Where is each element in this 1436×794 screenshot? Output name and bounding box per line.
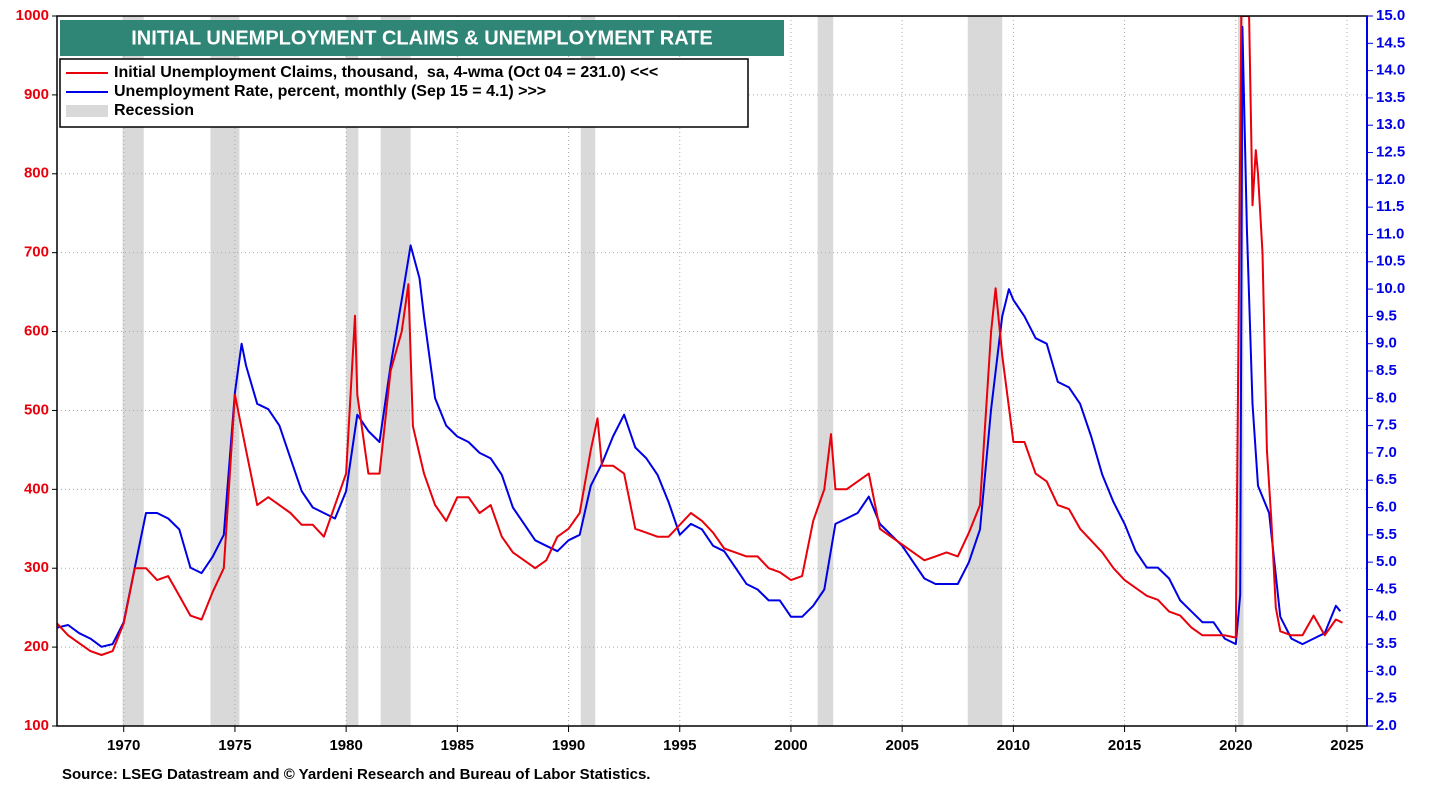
y2-tick-label: 11.5 bbox=[1376, 198, 1404, 215]
y-tick-label: 900 bbox=[24, 86, 49, 103]
y2-tick-label: 2.0 bbox=[1376, 717, 1397, 734]
y-tick-label: 800 bbox=[24, 165, 49, 182]
y2-tick-label: 5.5 bbox=[1376, 526, 1397, 543]
legend-swatch bbox=[66, 105, 108, 117]
recession-band bbox=[380, 16, 411, 726]
x-tick-label: 2005 bbox=[885, 737, 918, 754]
y2-tick-label: 4.5 bbox=[1376, 580, 1397, 597]
series-line bbox=[57, 25, 1342, 648]
y2-tick-label: 9.5 bbox=[1376, 307, 1397, 324]
x-tick-label: 2015 bbox=[1108, 737, 1141, 754]
x-tick-label: 1990 bbox=[552, 737, 585, 754]
x-tick-label: 1985 bbox=[441, 737, 474, 754]
x-tick-label: 1980 bbox=[329, 737, 362, 754]
y-tick-label: 400 bbox=[24, 480, 49, 497]
y2-tick-label: 13.5 bbox=[1376, 89, 1405, 106]
title-box bbox=[60, 20, 784, 56]
y2-tick-label: 15.0 bbox=[1376, 7, 1405, 24]
legend-label: Recession bbox=[114, 102, 194, 119]
legend-label: Unemployment Rate, percent, monthly (Sep… bbox=[114, 83, 546, 100]
y2-tick-label: 10.5 bbox=[1376, 253, 1405, 270]
y2-tick-label: 9.0 bbox=[1376, 335, 1397, 352]
recession-band bbox=[580, 16, 596, 726]
chart-title: INITIAL UNEMPLOYMENT CLAIMS & UNEMPLOYME… bbox=[131, 27, 712, 49]
y2-tick-label: 6.0 bbox=[1376, 499, 1397, 516]
y2-tick-label: 14.0 bbox=[1376, 62, 1405, 79]
recession-band bbox=[967, 16, 1003, 726]
x-tick-label: 1970 bbox=[107, 737, 140, 754]
y2-tick-label: 7.0 bbox=[1376, 444, 1397, 461]
y2-tick-label: 8.0 bbox=[1376, 389, 1397, 406]
source-note: Source: LSEG Datastream and © Yardeni Re… bbox=[62, 766, 650, 783]
y2-tick-label: 5.0 bbox=[1376, 553, 1397, 570]
x-tick-label: 2020 bbox=[1219, 737, 1252, 754]
y2-tick-label: 12.5 bbox=[1376, 144, 1405, 161]
y2-tick-label: 6.5 bbox=[1376, 471, 1397, 488]
y-tick-label: 700 bbox=[24, 244, 49, 261]
y2-tick-label: 13.0 bbox=[1376, 116, 1405, 133]
y-tick-label: 1000 bbox=[16, 7, 49, 24]
x-tick-label: 2010 bbox=[997, 737, 1030, 754]
y2-tick-label: 12.0 bbox=[1376, 171, 1405, 188]
x-tick-label: 1975 bbox=[218, 737, 251, 754]
y-tick-label: 300 bbox=[24, 559, 49, 576]
legend bbox=[59, 58, 749, 128]
x-tick-label: 2000 bbox=[774, 737, 807, 754]
series-line bbox=[57, 16, 1343, 656]
y2-tick-label: 11.0 bbox=[1376, 225, 1404, 242]
x-tick-label: 2025 bbox=[1330, 737, 1363, 754]
y-tick-label: 500 bbox=[24, 401, 49, 418]
y2-tick-label: 10.0 bbox=[1376, 280, 1405, 297]
y-tick-label: 200 bbox=[24, 638, 49, 655]
y2-tick-label: 7.5 bbox=[1376, 417, 1397, 434]
y2-tick-label: 8.5 bbox=[1376, 362, 1397, 379]
y2-tick-label: 2.5 bbox=[1376, 690, 1397, 707]
legend-label: Initial Unemployment Claims, thousand, s… bbox=[114, 64, 658, 81]
y2-tick-label: 3.0 bbox=[1376, 662, 1397, 679]
y2-tick-label: 4.0 bbox=[1376, 608, 1397, 625]
recession-band bbox=[210, 16, 240, 726]
y2-tick-label: 3.5 bbox=[1376, 635, 1397, 652]
x-tick-label: 1995 bbox=[663, 737, 696, 754]
y2-tick-label: 14.5 bbox=[1376, 34, 1405, 51]
y-tick-label: 100 bbox=[24, 717, 49, 734]
y-tick-label: 600 bbox=[24, 323, 49, 340]
recession-band bbox=[817, 16, 834, 726]
